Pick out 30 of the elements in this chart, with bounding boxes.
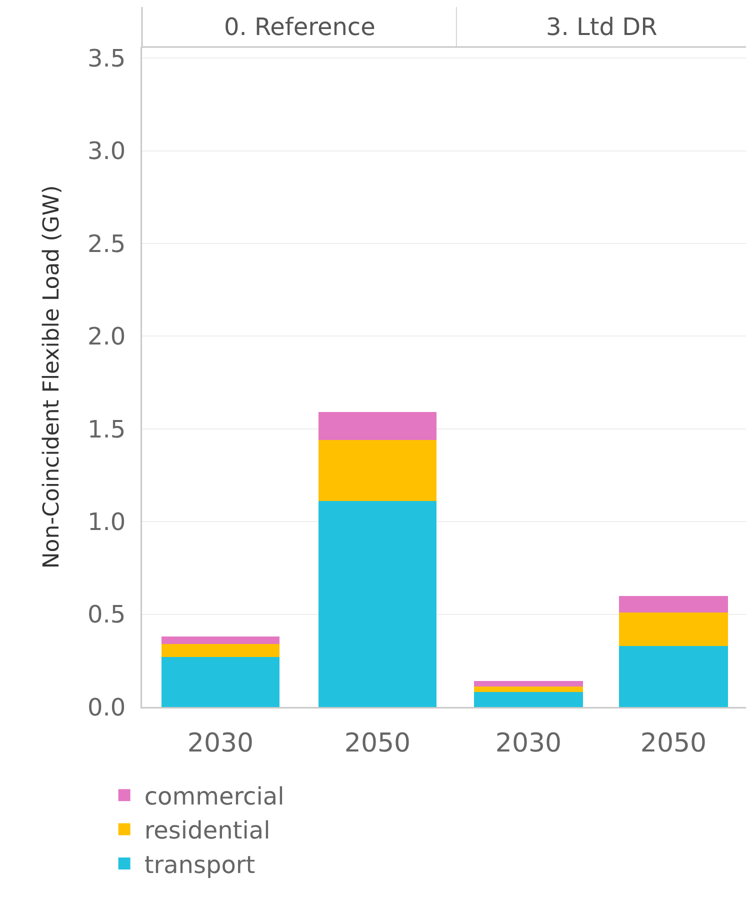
bar <box>318 501 436 707</box>
bar <box>474 686 583 692</box>
legend-label: transport <box>144 850 256 879</box>
y-tick-label: 0.5 <box>88 600 126 629</box>
bar <box>162 656 280 707</box>
y-tick-label: 1.5 <box>88 415 126 444</box>
x-tick-label: 2050 <box>344 728 411 759</box>
y-tick-label: 1.0 <box>88 508 126 536</box>
y-tick-label: 0.0 <box>88 693 126 722</box>
x-tick-label: 2030 <box>187 728 254 759</box>
bar <box>318 412 436 440</box>
legend-label: commercial <box>144 782 284 810</box>
bar <box>619 646 728 707</box>
y-tick-label: 3.5 <box>88 44 126 73</box>
y-tick-label: 3.0 <box>88 137 126 166</box>
legend-label: residential <box>144 816 270 845</box>
chart-title: 3. Ltd DR <box>546 13 658 41</box>
x-tick-label: 2030 <box>495 728 562 759</box>
bar <box>162 644 280 657</box>
y-tick-label: 2.5 <box>88 230 126 258</box>
x-tick-label: 2050 <box>640 728 707 759</box>
bar <box>619 596 728 612</box>
bar <box>619 612 728 646</box>
chart-title: 0. Reference <box>224 13 376 41</box>
y-axis-title: Non-Coincident Flexible Load (GW) <box>40 185 65 569</box>
bar <box>162 636 280 644</box>
bar <box>474 681 583 687</box>
y-tick-label: 2.0 <box>88 322 126 351</box>
bar <box>318 440 436 502</box>
bar <box>474 692 583 707</box>
